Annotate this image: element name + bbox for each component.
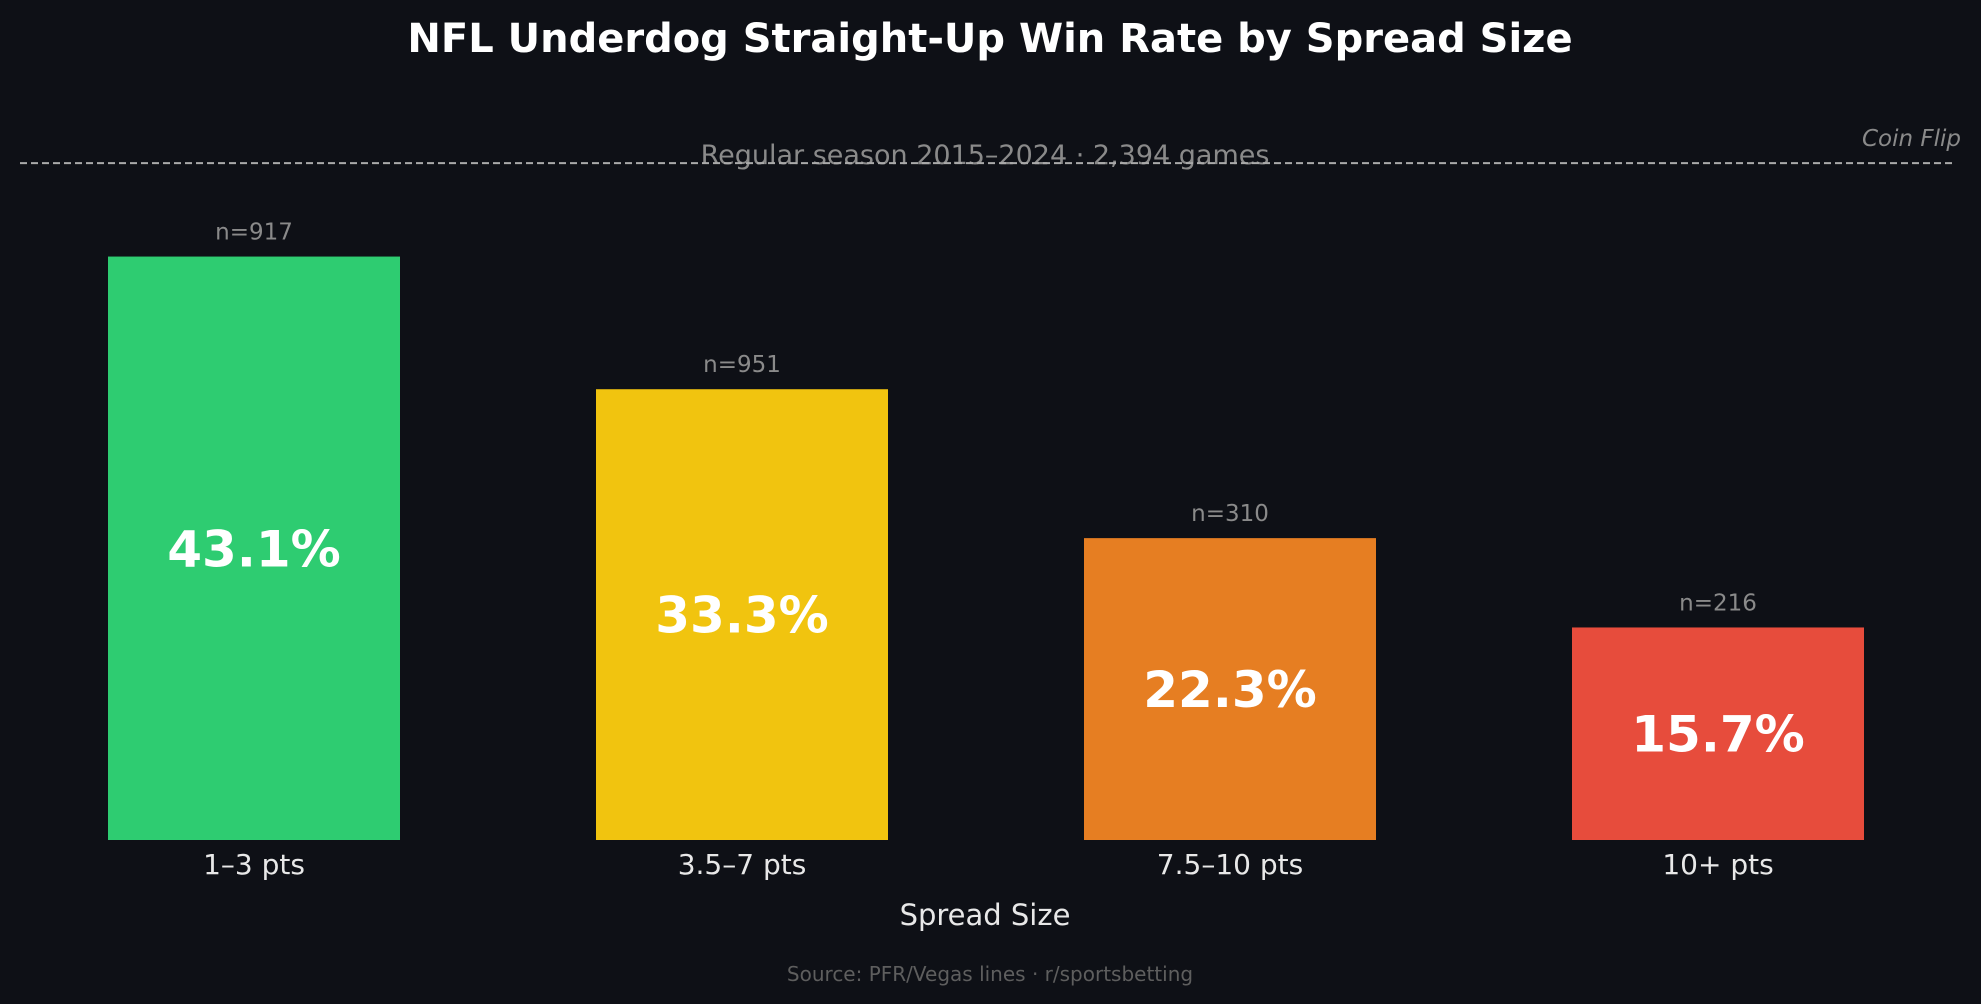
bar-3 [1084, 538, 1376, 840]
coin-flip-label: Coin Flip [1862, 126, 1961, 152]
value-label-4: 15.7% [1631, 706, 1804, 764]
value-label-3: 22.3% [1143, 661, 1316, 719]
count-label-4: n=216 [1679, 590, 1757, 616]
value-label-1: 43.1% [167, 520, 340, 578]
bar-2 [596, 389, 888, 840]
x-tick-label-3: 7.5–10 pts [1157, 848, 1303, 881]
source-note: Source: PFR/Vegas lines · r/sportsbettin… [787, 962, 1193, 986]
x-tick-label-4: 10+ pts [1662, 848, 1773, 881]
count-label-1: n=917 [215, 220, 293, 246]
bars-group: 43.1% n=917 1–3 pts 33.3% n=951 3.5–7 pts 22.3… [108, 220, 1864, 881]
x-axis-label: Spread Size [900, 898, 1071, 932]
x-tick-label-1: 1–3 pts [203, 848, 305, 881]
bar-1 [108, 256, 400, 840]
value-label-2: 33.3% [655, 587, 828, 645]
x-tick-label-2: 3.5–7 pts [678, 848, 807, 881]
count-label-2: n=951 [703, 352, 781, 378]
chart-title: NFL Underdog Straight-Up Win Rate by Spr… [407, 16, 1572, 62]
count-label-3: n=310 [1191, 501, 1269, 527]
bar-4 [1572, 627, 1864, 840]
chart-subtitle: Regular season 2015–2024 · 2,394 games [701, 140, 1270, 171]
